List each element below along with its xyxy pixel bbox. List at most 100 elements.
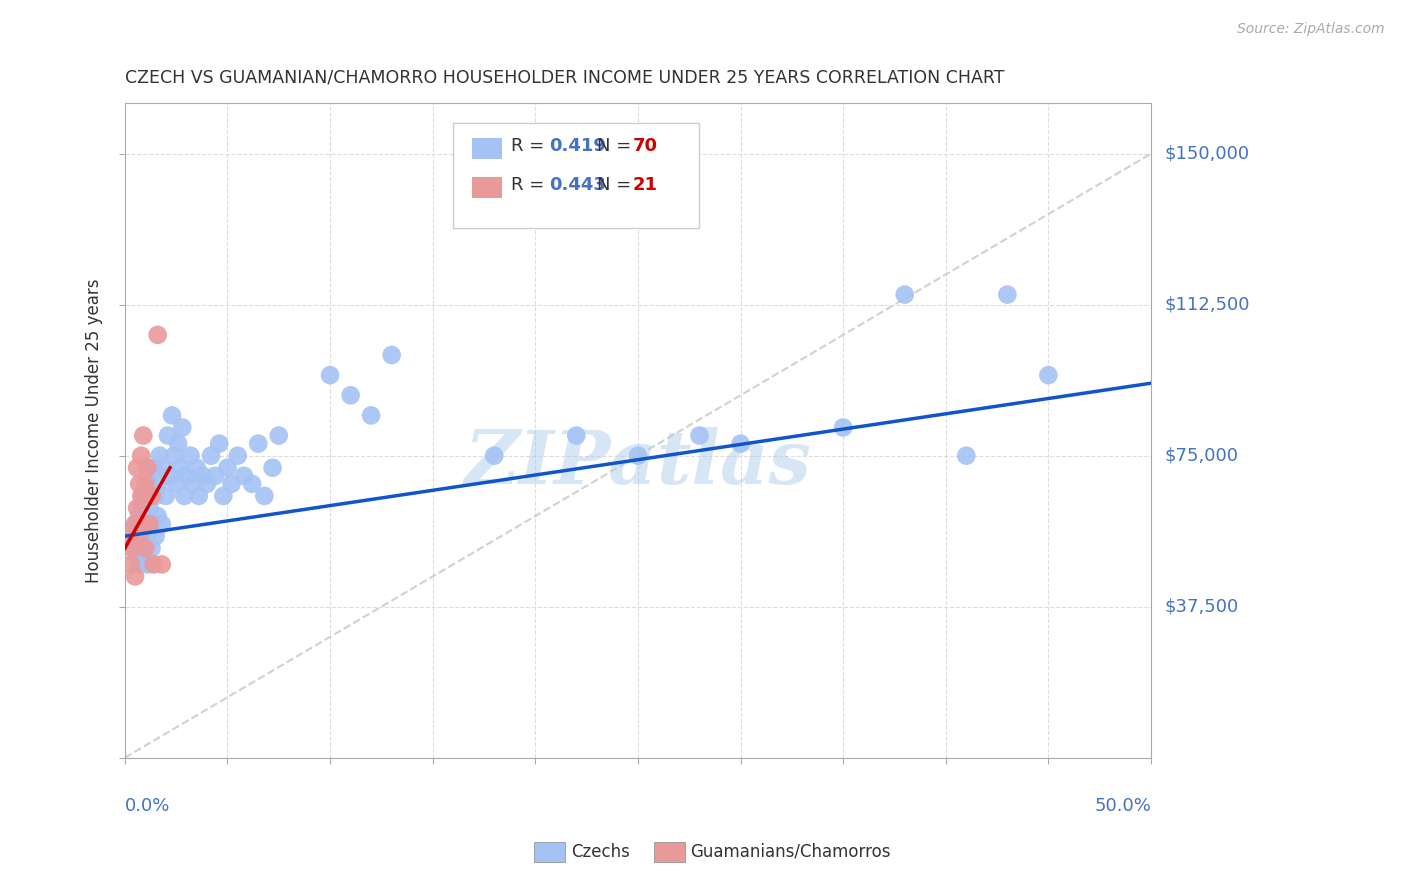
Text: $37,500: $37,500	[1166, 598, 1239, 615]
Point	[128, 509, 150, 524]
Point	[129, 449, 152, 463]
Text: $75,000: $75,000	[1166, 447, 1239, 465]
Point	[160, 409, 183, 423]
Text: 70: 70	[633, 136, 658, 155]
Point	[172, 420, 194, 434]
Point	[1038, 368, 1060, 383]
Point	[124, 569, 146, 583]
Point	[381, 348, 404, 362]
Text: 50.0%: 50.0%	[1094, 797, 1152, 814]
Point	[179, 449, 201, 463]
Point	[195, 476, 218, 491]
Point	[153, 460, 176, 475]
Text: N =: N =	[598, 176, 637, 194]
Point	[226, 449, 249, 463]
Point	[163, 449, 186, 463]
Point	[142, 460, 165, 475]
Point	[167, 436, 190, 450]
Point	[128, 476, 150, 491]
Point	[127, 460, 149, 475]
Text: 0.419: 0.419	[548, 136, 606, 155]
Point	[339, 388, 361, 402]
Point	[159, 468, 181, 483]
Point	[955, 449, 977, 463]
Text: R =: R =	[510, 176, 550, 194]
Point	[165, 476, 187, 491]
Point	[122, 541, 145, 556]
Point	[129, 489, 152, 503]
Point	[124, 517, 146, 532]
Point	[138, 501, 160, 516]
Point	[129, 501, 152, 516]
Point	[267, 428, 290, 442]
Point	[832, 420, 855, 434]
Text: $112,500: $112,500	[1166, 295, 1250, 314]
Text: R =: R =	[510, 136, 550, 155]
Point	[212, 489, 235, 503]
Point	[217, 460, 239, 475]
Point	[124, 517, 146, 532]
Point	[150, 558, 173, 572]
Point	[146, 509, 169, 524]
Text: 0.0%: 0.0%	[125, 797, 170, 814]
Point	[128, 558, 150, 572]
Point	[127, 549, 149, 564]
Point	[132, 489, 155, 503]
Point	[142, 558, 165, 572]
Point	[145, 529, 167, 543]
Point	[120, 558, 142, 572]
Point	[627, 449, 650, 463]
Point	[141, 541, 163, 556]
Point	[169, 460, 191, 475]
Point	[253, 489, 276, 503]
Point	[565, 428, 588, 442]
Point	[118, 529, 141, 543]
Point	[138, 476, 160, 491]
Point	[138, 517, 160, 532]
Point	[149, 449, 172, 463]
Point	[150, 517, 173, 532]
Point	[146, 327, 169, 342]
Point	[173, 489, 195, 503]
Point	[155, 489, 177, 503]
Text: $150,000: $150,000	[1166, 145, 1250, 162]
Point	[221, 476, 243, 491]
Point	[262, 460, 284, 475]
Point	[360, 409, 382, 423]
Point	[134, 476, 156, 491]
Point	[134, 541, 156, 556]
Point	[319, 368, 342, 383]
Point	[181, 476, 204, 491]
Bar	[471, 178, 502, 198]
Point	[247, 436, 270, 450]
Text: 0.443: 0.443	[548, 176, 606, 194]
Text: 21: 21	[633, 176, 658, 194]
Point	[200, 449, 222, 463]
Point	[141, 517, 163, 532]
Point	[187, 489, 209, 503]
Point	[232, 468, 254, 483]
Text: Czechs: Czechs	[571, 843, 630, 861]
Text: Guamanians/Chamorros: Guamanians/Chamorros	[690, 843, 891, 861]
Point	[136, 558, 159, 572]
Point	[893, 287, 915, 301]
Point	[484, 449, 506, 463]
Point	[141, 489, 163, 503]
Point	[156, 428, 179, 442]
Point	[134, 509, 156, 524]
Text: CZECH VS GUAMANIAN/CHAMORRO HOUSEHOLDER INCOME UNDER 25 YEARS CORRELATION CHART: CZECH VS GUAMANIAN/CHAMORRO HOUSEHOLDER …	[125, 69, 1004, 87]
Point	[689, 428, 711, 442]
Point	[208, 436, 231, 450]
Bar	[471, 138, 502, 159]
Point	[240, 476, 263, 491]
Point	[120, 529, 142, 543]
Point	[132, 428, 155, 442]
Point	[128, 529, 150, 543]
Text: Source: ZipAtlas.com: Source: ZipAtlas.com	[1237, 22, 1385, 37]
Point	[129, 529, 152, 543]
Point	[145, 489, 167, 503]
Point	[136, 460, 159, 475]
Point	[730, 436, 752, 450]
Point	[134, 541, 156, 556]
FancyBboxPatch shape	[453, 123, 700, 227]
